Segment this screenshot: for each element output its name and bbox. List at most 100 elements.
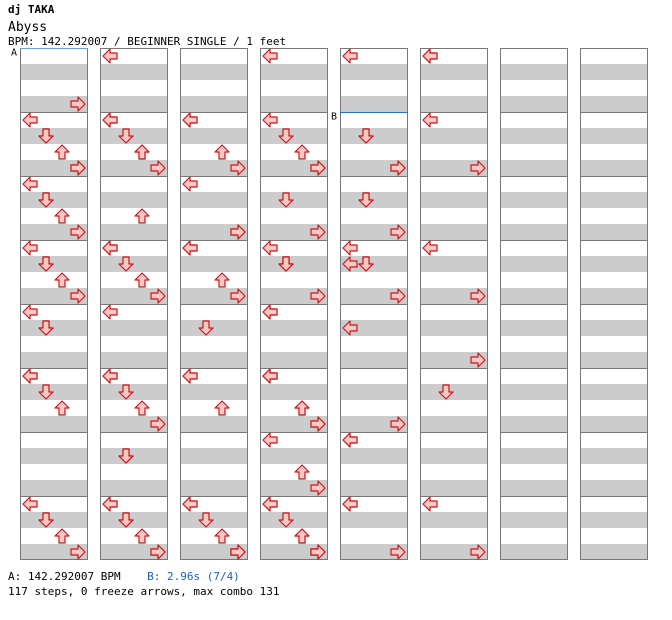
- chart-column: [260, 48, 328, 560]
- beat-stripe: [340, 448, 408, 464]
- arrow-up-icon: [54, 144, 70, 160]
- arrow-left-icon: [422, 496, 438, 512]
- beat-stripe: [20, 128, 88, 144]
- beat-stripe: [100, 448, 168, 464]
- chart-column: [20, 48, 88, 560]
- beat-stripe: [420, 192, 488, 208]
- beat-stripe: [500, 416, 568, 432]
- beat-stripe: [580, 416, 648, 432]
- beat-stripe: [500, 480, 568, 496]
- beat-stripe: [20, 320, 88, 336]
- beat-stripe: [500, 64, 568, 80]
- chart-column: [500, 48, 568, 560]
- beat-stripe: [180, 160, 248, 176]
- arrow-left-icon: [102, 112, 118, 128]
- beat-stripe: [500, 288, 568, 304]
- beat-stripe: [20, 160, 88, 176]
- beat-stripe: [180, 256, 248, 272]
- chart-column: [580, 48, 648, 560]
- beat-stripe: [100, 288, 168, 304]
- beat-stripe: [180, 352, 248, 368]
- beat-stripe: [420, 352, 488, 368]
- arrow-up-icon: [134, 272, 150, 288]
- beat-stripe: [580, 96, 648, 112]
- arrow-up-icon: [294, 144, 310, 160]
- beat-stripe: [20, 544, 88, 560]
- arrow-left-icon: [262, 496, 278, 512]
- beat-stripe: [260, 384, 328, 400]
- arrow-up-icon: [54, 528, 70, 544]
- beat-stripe: [420, 96, 488, 112]
- beat-stripe: [500, 192, 568, 208]
- beat-stripe: [580, 480, 648, 496]
- beat-stripe: [340, 128, 408, 144]
- beat-stripe: [340, 224, 408, 240]
- beat-stripe: [180, 480, 248, 496]
- beat-stripe: [20, 256, 88, 272]
- beat-stripe: [20, 64, 88, 80]
- chart-column: [340, 48, 408, 560]
- arrow-left-icon: [262, 432, 278, 448]
- arrow-up-icon: [54, 272, 70, 288]
- beat-stripe: [180, 416, 248, 432]
- beat-stripe: [420, 480, 488, 496]
- beat-stripe: [100, 160, 168, 176]
- beat-stripe: [580, 256, 648, 272]
- beat-stripe: [420, 448, 488, 464]
- beat-stripe: [500, 448, 568, 464]
- arrow-left-icon: [262, 240, 278, 256]
- beat-stripe: [500, 352, 568, 368]
- arrow-up-icon: [134, 144, 150, 160]
- column-border: [500, 48, 568, 560]
- beat-stripe: [420, 160, 488, 176]
- beat-stripe: [340, 544, 408, 560]
- beat-stripe: [340, 96, 408, 112]
- chart-column: [100, 48, 168, 560]
- chart-column: [420, 48, 488, 560]
- beat-stripe: [420, 384, 488, 400]
- beat-stripe: [180, 128, 248, 144]
- beat-stripe: [260, 320, 328, 336]
- chart-stats: 117 steps, 0 freeze arrows, max combo 13…: [8, 585, 280, 598]
- beat-stripe: [20, 416, 88, 432]
- marker-b-label: B: [331, 112, 337, 123]
- beat-stripe: [340, 288, 408, 304]
- beat-stripe: [100, 192, 168, 208]
- beat-stripe: [180, 448, 248, 464]
- beat-stripe: [340, 512, 408, 528]
- beat-stripe: [580, 224, 648, 240]
- beat-stripe: [100, 352, 168, 368]
- beat-stripe: [100, 480, 168, 496]
- beat-stripe: [180, 192, 248, 208]
- arrow-left-icon: [342, 240, 358, 256]
- beat-stripe: [340, 416, 408, 432]
- arrow-left-icon: [102, 304, 118, 320]
- beat-stripe: [180, 96, 248, 112]
- beat-stripe: [180, 512, 248, 528]
- marker-legend: A: 142.292007 BPM B: 2.96s (7/4): [8, 570, 240, 583]
- beat-stripe: [500, 160, 568, 176]
- beat-stripe: [580, 288, 648, 304]
- beat-stripe: [580, 448, 648, 464]
- arrow-left-icon: [22, 176, 38, 192]
- beat-stripe: [20, 512, 88, 528]
- beat-stripe: [420, 128, 488, 144]
- beat-stripe: [580, 512, 648, 528]
- column-border: [340, 48, 408, 560]
- arrow-left-icon: [182, 240, 198, 256]
- arrow-left-icon: [22, 368, 38, 384]
- beat-stripe: [500, 320, 568, 336]
- arrow-left-icon: [262, 368, 278, 384]
- beat-stripe: [180, 544, 248, 560]
- arrow-up-icon: [294, 528, 310, 544]
- arrow-left-icon: [22, 240, 38, 256]
- marker-a-legend: A: 142.292007 BPM: [8, 570, 121, 583]
- beat-stripe: [20, 448, 88, 464]
- beat-stripe: [340, 160, 408, 176]
- column-border: [580, 48, 648, 560]
- arrow-left-icon: [182, 176, 198, 192]
- beat-stripe: [100, 64, 168, 80]
- beat-stripe: [260, 256, 328, 272]
- beat-stripe: [340, 256, 408, 272]
- beat-stripe: [20, 288, 88, 304]
